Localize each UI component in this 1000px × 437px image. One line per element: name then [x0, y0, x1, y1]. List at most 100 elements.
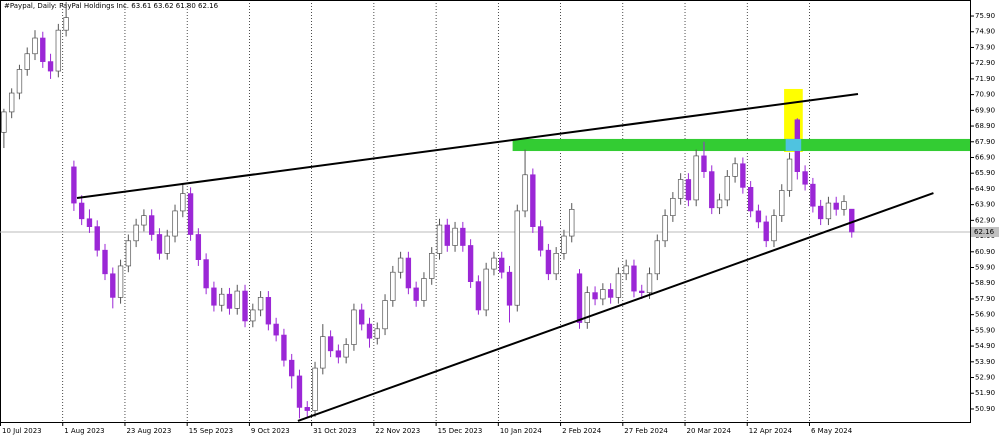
- candle-body: [460, 227, 466, 246]
- candle-body: [273, 323, 279, 336]
- candle-body: [506, 271, 513, 306]
- y-tick-label: 53.90: [975, 358, 995, 366]
- candle-body: [265, 297, 272, 325]
- candle-body: [164, 235, 170, 254]
- y-tick-label: 62.90: [975, 216, 995, 224]
- candle-body: [522, 174, 528, 212]
- candle-body: [849, 208, 855, 233]
- y-tick-label: 64.90: [975, 185, 995, 193]
- candle-body: [537, 226, 544, 251]
- candle-body: [467, 245, 474, 282]
- candle-body: [226, 293, 233, 309]
- candle-body: [709, 171, 715, 209]
- candle-body: [374, 328, 380, 339]
- candle-body: [639, 290, 645, 293]
- y-tick-label: 68.90: [975, 122, 995, 130]
- candle-body: [351, 309, 357, 345]
- candle-body: [234, 290, 240, 309]
- candle-body: [8, 92, 15, 113]
- candle-body: [701, 155, 707, 172]
- candle-body: [592, 292, 598, 300]
- y-tick-label: 65.90: [975, 169, 995, 177]
- candle-body: [55, 29, 62, 72]
- y-tick-label: 69.90: [975, 106, 995, 114]
- candle-body: [786, 158, 793, 191]
- x-tick-label: 31 Oct 2023: [313, 427, 356, 435]
- candle-body: [444, 224, 450, 246]
- y-tick-label: 66.90: [975, 153, 995, 161]
- candle-body: [250, 309, 256, 322]
- candle-body: [825, 202, 832, 220]
- candle-body: [685, 179, 692, 201]
- candle-body: [716, 199, 723, 209]
- plot-frame: [0, 0, 971, 423]
- candle-body: [755, 210, 762, 223]
- price-label: 62.16: [974, 228, 995, 236]
- candle-body: [24, 53, 30, 70]
- y-tick-label: 63.90: [975, 201, 995, 209]
- candle-body: [102, 249, 108, 275]
- candle-body: [553, 253, 559, 275]
- candle-body: [78, 202, 85, 220]
- y-tick-label: 60.90: [975, 248, 995, 256]
- candle-body: [32, 37, 38, 55]
- candle-body: [211, 287, 217, 306]
- candle-body: [670, 197, 676, 216]
- x-tick-label: 2 Feb 2024: [562, 427, 602, 435]
- x-tick-label: 10 Jan 2024: [500, 427, 543, 435]
- candle-body: [86, 218, 93, 227]
- candle-body: [452, 227, 458, 246]
- candle-body: [219, 293, 225, 306]
- candle-body: [779, 190, 785, 216]
- candle-body: [203, 259, 209, 289]
- candle-body: [397, 257, 404, 273]
- chart-title: #Paypal, Daily: PayPal Holdings Inc. 63.…: [4, 2, 219, 10]
- candle-body: [40, 37, 46, 62]
- candle-body: [631, 265, 637, 292]
- candle-body: [63, 17, 69, 31]
- candle-body: [771, 215, 777, 242]
- candle-body: [320, 336, 326, 369]
- y-tick-label: 74.90: [975, 28, 995, 36]
- x-tick-label: 15 Sep 2023: [189, 427, 233, 435]
- candle-body: [615, 273, 622, 298]
- candle-body: [296, 375, 303, 408]
- candle-body: [343, 344, 349, 358]
- candle-body: [561, 235, 567, 254]
- candle-body: [289, 359, 295, 377]
- candle-body: [623, 265, 629, 275]
- x-tick-label: 27 Feb 2024: [624, 427, 668, 435]
- candle-body: [133, 224, 139, 242]
- candle-body: [724, 175, 730, 201]
- candle-body: [156, 234, 163, 254]
- candle-body: [94, 226, 100, 251]
- candle-body: [483, 268, 489, 311]
- candle-body: [732, 163, 738, 177]
- candle-body: [817, 205, 824, 220]
- trendline: [297, 192, 934, 422]
- candle-body: [390, 271, 396, 301]
- candle-body: [491, 257, 497, 270]
- candle-body: [312, 367, 318, 411]
- candle-body: [833, 202, 839, 210]
- zone: [785, 138, 802, 152]
- y-tick-label: 58.90: [975, 279, 995, 287]
- candle-body: [141, 215, 147, 226]
- y-tick-label: 51.90: [975, 389, 995, 397]
- candle-body: [763, 221, 769, 242]
- y-tick-label: 72.90: [975, 59, 995, 67]
- y-tick-label: 57.90: [975, 295, 995, 303]
- candle-body: [662, 215, 668, 242]
- candle-body: [421, 278, 427, 301]
- candle-body: [149, 215, 155, 235]
- y-tick-label: 67.90: [975, 138, 995, 146]
- candle-body: [110, 273, 116, 298]
- candle-body: [187, 193, 194, 235]
- y-tick-label: 50.90: [975, 405, 995, 413]
- y-tick-label: 75.90: [975, 12, 995, 20]
- candle-body: [413, 287, 419, 301]
- candle-body: [802, 171, 808, 185]
- candle-body: [600, 289, 606, 300]
- candle-body: [436, 224, 443, 254]
